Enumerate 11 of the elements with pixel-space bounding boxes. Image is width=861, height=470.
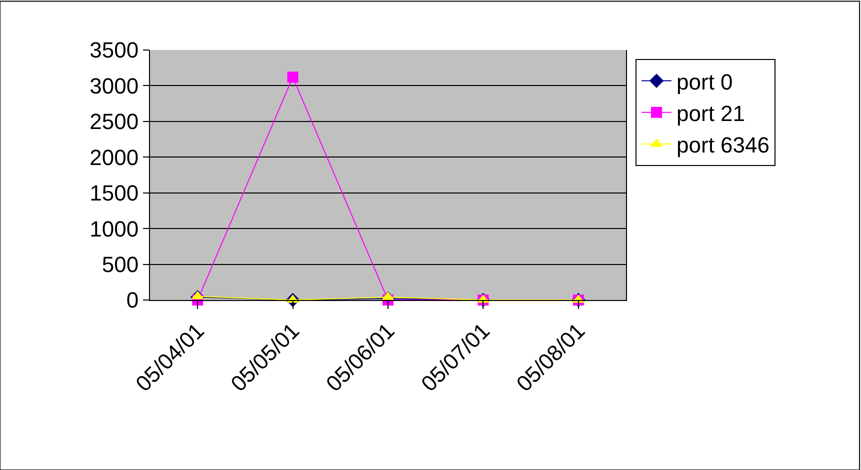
y-tick-label: 3500	[90, 38, 139, 63]
y-tick-label: 2500	[90, 109, 139, 134]
y-tick-label: 1000	[90, 216, 139, 242]
legend-label: port 6346	[676, 132, 770, 158]
y-tick-label: 3000	[90, 73, 139, 98]
legend-label: port 21	[676, 100, 746, 126]
y-tick-label: 1500	[90, 180, 139, 206]
y-tick-label: 2000	[90, 144, 139, 170]
y-tick-label: 0	[126, 288, 139, 313]
legend-label: port 0	[676, 69, 733, 94]
y-tick-label: 500	[102, 252, 139, 277]
